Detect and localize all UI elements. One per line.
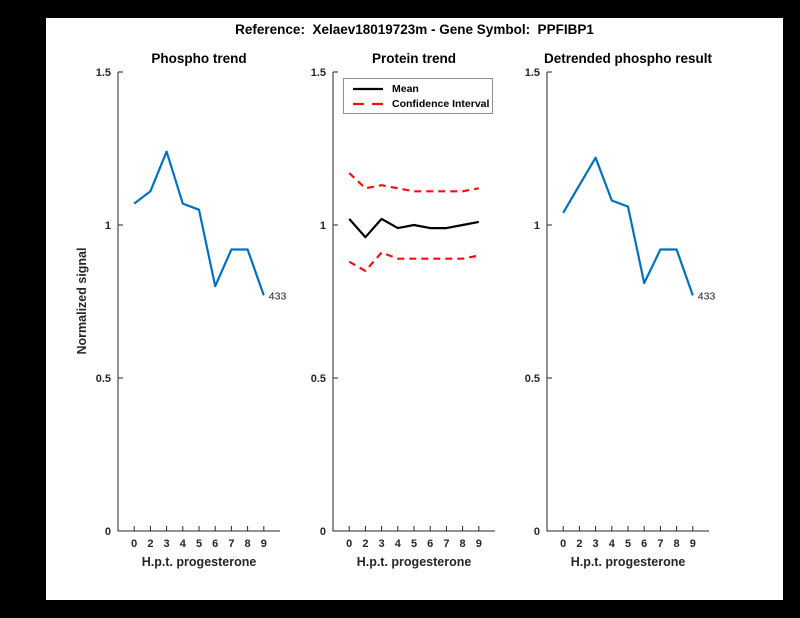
x-tick-label: 4	[609, 538, 616, 550]
chart-title-phospho-trend: Phospho trend	[151, 51, 247, 66]
series-mean	[348, 217, 480, 239]
x-tick-label: 7	[228, 538, 234, 550]
chart-title-detrended-phospho: Detrended phospho result	[543, 51, 713, 66]
end-annotation: 433	[698, 290, 716, 302]
legend-label-mean: Mean	[392, 82, 419, 95]
legend-mean-line-sample	[353, 87, 383, 90]
x-tick-label: 6	[641, 538, 647, 550]
x-tick-label: 3	[593, 538, 599, 550]
x-axis-label-3: H.p.t. progesterone	[570, 555, 686, 569]
x-tick-label: 7	[443, 538, 449, 550]
x-tick-label: 8	[460, 538, 466, 550]
x-tick-label: 9	[261, 538, 267, 550]
chart-title-protein-trend: Protein trend	[371, 51, 457, 66]
x-tick-label: 5	[411, 538, 417, 550]
x-tick-label: 0	[131, 538, 137, 550]
series-detrended-phospho	[562, 156, 694, 296]
x-tick-label: 2	[576, 538, 582, 550]
matlab-figure: Reference: Xelaev18019723m - Gene Symbol…	[46, 18, 783, 600]
legend: Mean Confidence Interval	[343, 78, 493, 114]
x-axis-label-2: H.p.t. progesterone	[356, 555, 472, 569]
y-tick-label: 0.5	[96, 373, 111, 385]
x-tick-label: 5	[625, 538, 631, 550]
legend-label-confidence-interval: Confidence Interval	[392, 97, 490, 110]
y-axis-label: Normalized signal	[75, 247, 89, 355]
x-tick-label: 3	[379, 538, 385, 550]
y-tick-label: 1.5	[311, 67, 326, 79]
x-tick-label: 2	[362, 538, 368, 550]
x-tick-label: 4	[395, 538, 402, 550]
x-tick-label: 6	[212, 538, 218, 550]
y-tick-label: 0	[534, 526, 540, 538]
x-tick-label: 8	[674, 538, 680, 550]
x-axis-label-1: H.p.t. progesterone	[141, 555, 257, 569]
y-tick-label: 0.5	[525, 373, 540, 385]
figure-title: Reference: Xelaev18019723m - Gene Symbol…	[235, 22, 594, 37]
y-tick-label: 1.5	[96, 67, 111, 79]
x-tick-label: 7	[657, 538, 663, 550]
series-ci-lower	[348, 251, 480, 272]
x-tick-label: 9	[690, 538, 696, 550]
y-tick-label: 1	[534, 220, 540, 232]
x-tick-label: 9	[476, 538, 482, 550]
x-tick-label: 2	[147, 538, 153, 550]
series-ci-upper	[348, 172, 480, 193]
x-tick-label: 0	[560, 538, 566, 550]
x-tick-label: 0	[346, 538, 352, 550]
y-tick-label: 0.5	[311, 373, 326, 385]
end-annotation: 433	[269, 290, 287, 302]
axis-frame-1	[332, 72, 495, 532]
axis-frame-2	[546, 72, 709, 532]
y-tick-label: 0	[105, 526, 111, 538]
x-tick-label: 6	[427, 538, 433, 550]
x-tick-label: 3	[164, 538, 170, 550]
y-tick-label: 0	[320, 526, 326, 538]
x-tick-label: 8	[245, 538, 251, 550]
x-tick-label: 5	[196, 538, 202, 550]
legend-ci-line-sample	[353, 102, 383, 105]
legend-row-mean: Mean	[352, 81, 492, 96]
axis-frame-0	[117, 72, 280, 532]
y-tick-label: 1.5	[525, 67, 540, 79]
series-phospho-signal	[133, 150, 265, 296]
y-tick-label: 1	[105, 220, 111, 232]
legend-row-confidence-interval: Confidence Interval	[352, 96, 492, 111]
y-tick-label: 1	[320, 220, 326, 232]
x-tick-label: 4	[180, 538, 187, 550]
